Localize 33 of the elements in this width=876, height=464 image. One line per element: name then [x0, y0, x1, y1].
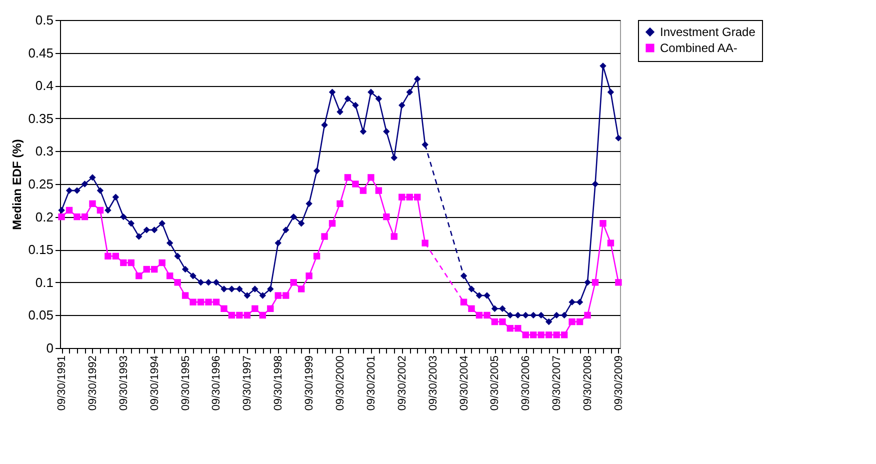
x-tick-label: 09/30/2009 — [612, 356, 625, 411]
y-tick-label: 0.45 — [28, 45, 54, 60]
y-tick-label: 0.15 — [28, 242, 54, 258]
x-tick-label: 09/30/2001 — [365, 356, 378, 411]
x-tick-label: 09/30/1997 — [242, 356, 254, 411]
legend-label: Investment Grade — [660, 25, 756, 39]
x-tick-label: 09/30/1998 — [272, 356, 285, 411]
x-tick-label: 09/30/2005 — [489, 356, 502, 411]
x-tick-label: 09/30/2000 — [334, 356, 346, 411]
y-tick-label: 0.2 — [35, 209, 54, 224]
y-tick-label: 0.05 — [28, 308, 54, 323]
y-tick-label: 0.4 — [35, 78, 54, 94]
y-tick-label: 0 — [46, 340, 54, 356]
y-tick-label: 0.35 — [28, 110, 54, 126]
x-tick-label: 09/30/2004 — [458, 356, 470, 411]
x-tick-label: 09/30/1994 — [148, 356, 161, 411]
y-tick-label: 0.1 — [35, 274, 54, 290]
x-tick-label: 09/30/1993 — [118, 356, 130, 411]
x-tick-label: 09/30/1992 — [86, 356, 99, 411]
x-tick-label: 09/30/2008 — [582, 356, 594, 411]
legend-label: Combined AA- — [660, 41, 738, 55]
x-tick-label: 09/30/1999 — [304, 356, 316, 411]
x-tick-label: 09/30/2002 — [396, 356, 408, 411]
x-tick-label: 09/30/1991 — [56, 356, 68, 411]
x-tick-label: 09/30/2007 — [551, 356, 564, 411]
x-tick-label: 09/30/1996 — [210, 356, 223, 411]
x-tick-label: 09/30/2003 — [427, 356, 440, 411]
y-axis-title: Median EDF (%) — [10, 139, 24, 230]
y-tick-label: 0.5 — [35, 12, 54, 28]
y-tick-label: 0.3 — [35, 144, 54, 159]
x-tick-label: 09/30/2006 — [520, 356, 532, 411]
y-tick-label: 0.25 — [28, 176, 54, 192]
x-tick-label: 09/30/1995 — [180, 356, 192, 411]
